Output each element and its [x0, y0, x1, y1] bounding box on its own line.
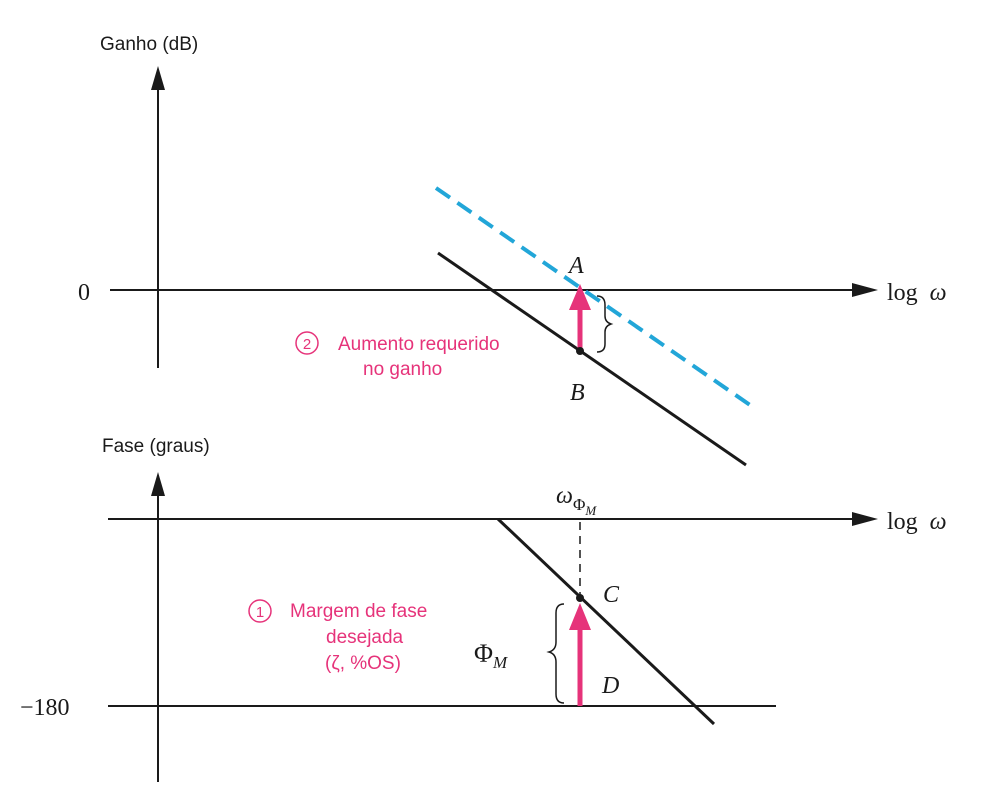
- phase-margin-brace: [546, 603, 565, 704]
- gain-x-axis-arrowhead: [852, 283, 878, 297]
- phase-margin-arrowhead: [569, 603, 591, 630]
- point-c-dot: [576, 594, 584, 602]
- phase-annotation-line3: (ζ, %OS): [325, 653, 401, 674]
- gain-x-axis-label: log ω: [887, 280, 947, 306]
- gain-annotation-line1: Aumento requerido: [338, 334, 500, 355]
- phase-x-axis-label: log ω: [887, 509, 947, 535]
- phase-minus180-tick: −180: [20, 695, 70, 721]
- gain-x-omega: ω: [930, 280, 947, 306]
- gain-curve-compensated: [434, 186, 752, 407]
- gain-increase-arrowhead: [569, 284, 591, 310]
- gain-y-axis-arrowhead: [151, 66, 165, 90]
- gain-annotation-line2: no ganho: [363, 359, 442, 380]
- point-b-label: B: [570, 380, 585, 406]
- gain-axis-label: Ganho (dB): [100, 34, 198, 55]
- phase-axis-label: Fase (graus): [102, 436, 210, 457]
- step-2-circle: [295, 331, 319, 355]
- gain-brace: [596, 295, 614, 353]
- omega-phim-symbol: ω: [556, 483, 573, 509]
- phase-y-axis-arrowhead: [151, 472, 165, 496]
- step-1-circle: [248, 599, 272, 623]
- omega-phim-subsub: M: [584, 503, 597, 518]
- omega-phim-sub: Φ: [573, 495, 585, 514]
- gain-zero-tick: 0: [78, 280, 90, 306]
- point-a-label: A: [567, 253, 584, 279]
- phi-m-sub: M: [492, 653, 508, 672]
- gain-curve-original: [437, 251, 747, 467]
- phi-m-main: Φ: [474, 639, 493, 668]
- step-1-number: 1: [256, 604, 264, 621]
- point-c-label: C: [603, 582, 620, 608]
- phase-annotation-line1: Margem de fase: [290, 601, 427, 622]
- phi-m-label: ΦM: [474, 639, 508, 672]
- phase-x-axis-arrowhead: [852, 512, 878, 526]
- phase-curve: [496, 517, 716, 726]
- phase-annotation-line2: desejada: [326, 627, 404, 648]
- point-d-label: D: [601, 673, 619, 699]
- phase-x-log: log: [887, 509, 918, 535]
- phase-plot: Fase (graus) log ω −180 ωΦM C D Φ: [20, 436, 947, 782]
- step-2-number: 2: [303, 336, 311, 353]
- point-b-dot: [576, 347, 584, 355]
- gain-plot: Ganho (dB) 0 log ω A B 2 Aumento requeri…: [78, 34, 947, 467]
- omega-phim-label: ωΦM: [556, 483, 597, 518]
- gain-x-log: log: [887, 280, 918, 306]
- phase-x-omega: ω: [930, 509, 947, 535]
